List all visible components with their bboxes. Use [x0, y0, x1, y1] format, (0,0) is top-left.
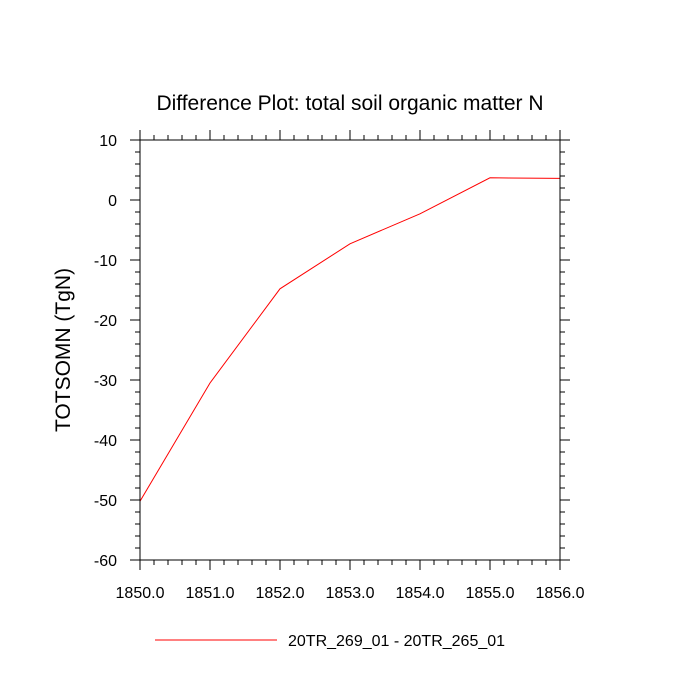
x-tick-label: 1854.0 [396, 585, 445, 602]
x-tick-label: 1853.0 [326, 585, 375, 602]
y-axis-label: TOTSOMN (TgN) [52, 268, 75, 432]
series-layer [139, 177, 561, 502]
x-tick-label: 1855.0 [466, 585, 515, 602]
x-tick-label: 1852.0 [256, 585, 305, 602]
x-tick-label: 1850.0 [116, 585, 165, 602]
legend: 20TR_269_01 - 20TR_265_01 [155, 633, 505, 650]
series-line [139, 177, 561, 502]
y-tick-label: -50 [94, 493, 117, 510]
y-tick-label: 10 [99, 133, 117, 150]
y-tick-label: -30 [94, 373, 117, 390]
axis-ticks: 1850.0 1851.0 1852.0 1853.0 1854.0 1855.0 1856… [94, 130, 585, 602]
y-tick-label: -40 [94, 433, 117, 450]
y-tick-label: -20 [94, 313, 117, 330]
x-tick-label: 1856.0 [536, 585, 585, 602]
plot-frame [139, 139, 561, 561]
y-tick-label: -10 [94, 253, 117, 270]
y-tick-label: -60 [94, 553, 117, 570]
y-tick-label: 0 [108, 193, 117, 210]
chart-title: Difference Plot: total soil organic matt… [156, 92, 543, 115]
x-tick-label: 1851.0 [186, 585, 235, 602]
legend-entry-label: 20TR_269_01 - 20TR_265_01 [288, 633, 505, 650]
